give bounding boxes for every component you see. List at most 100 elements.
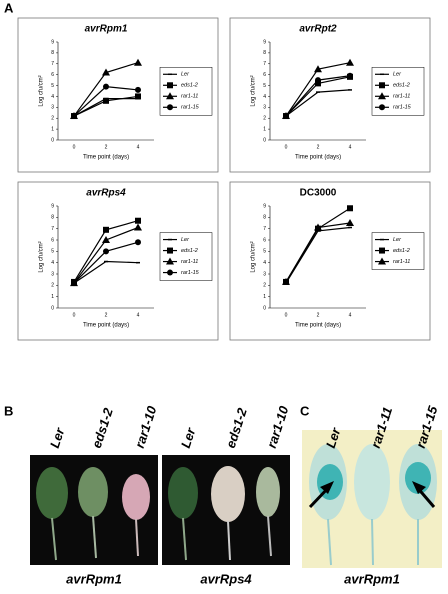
y-tick-label: 7 [263, 226, 266, 232]
x-axis-label: Time point (days) [83, 155, 129, 161]
leaf-label: eds1-2 [223, 405, 250, 450]
chart: avrRpt2 0 1 2 3 4 5 6 7 8 9 0 2 4 Time point (days) Log… [229, 17, 431, 173]
x-tick-label: 4 [349, 144, 352, 150]
chart: DC3000 0 1 2 3 4 5 6 7 8 9 0 2 4 Time point (days) Log … [229, 181, 431, 341]
legend-label: rar1-15 [181, 270, 200, 276]
x-tick-label: 2 [317, 144, 320, 150]
point [167, 269, 173, 276]
point [135, 93, 141, 100]
point [167, 82, 173, 89]
leaf-label: Ler [178, 425, 199, 450]
y-tick-label: 5 [263, 83, 266, 89]
y-tick-label: 8 [51, 215, 54, 221]
x-tick-label: 0 [73, 312, 76, 318]
point [167, 104, 173, 111]
point [282, 277, 290, 285]
y-tick-label: 6 [263, 72, 266, 78]
point [103, 83, 109, 90]
legend-label: rar1-11 [393, 259, 410, 265]
x-tick-label: 4 [137, 312, 140, 318]
y-tick-label: 1 [51, 126, 54, 132]
x-axis-label: Time point (days) [83, 323, 129, 329]
y-tick-label: 9 [51, 203, 54, 209]
y-tick-label: 6 [263, 237, 266, 243]
point [166, 257, 174, 265]
legend-label: eds1-2 [181, 248, 198, 254]
legend-label: rar1-11 [181, 94, 198, 100]
chart-frame [229, 17, 431, 173]
point [134, 58, 142, 66]
chart-title: avrRps4 [86, 188, 126, 199]
point [379, 247, 385, 254]
caption: avrRpm1 [66, 571, 122, 586]
y-axis-label: Log cfu/cm² [251, 75, 257, 106]
y-tick-label: 2 [263, 116, 266, 122]
y-tick-label: 4 [51, 94, 54, 100]
point [103, 226, 109, 233]
point [378, 92, 386, 100]
point [346, 58, 354, 66]
series-line [73, 226, 139, 284]
legend-label: Ler [181, 72, 190, 78]
y-tick-label: 4 [51, 260, 54, 266]
leaf-label: Ler [323, 425, 344, 450]
y-axis-label: Log cfu/cm² [251, 241, 257, 272]
x-tick-label: 2 [105, 144, 108, 150]
point [315, 80, 321, 87]
point [314, 65, 322, 73]
x-tick-label: 2 [317, 312, 320, 318]
y-tick-label: 9 [263, 39, 266, 45]
legend-label: eds1-2 [393, 83, 410, 89]
chart-title: DC3000 [300, 188, 337, 199]
point [314, 223, 322, 231]
y-tick-label: 5 [51, 83, 54, 89]
y-axis-label: Log cfu/cm² [39, 241, 45, 272]
y-tick-label: 3 [51, 105, 54, 111]
y-tick-label: 1 [263, 294, 266, 300]
leaf-label: eds1-2 [89, 405, 116, 450]
y-tick-label: 6 [51, 72, 54, 78]
y-tick-label: 4 [263, 260, 266, 266]
panel-label: A [4, 0, 14, 15]
y-tick-label: 3 [51, 271, 54, 277]
point [346, 219, 354, 226]
x-tick-label: 0 [73, 144, 76, 150]
legend-label: rar1-11 [181, 259, 198, 265]
x-tick-label: 4 [137, 144, 140, 150]
chart-frame [17, 181, 219, 341]
point [378, 257, 386, 265]
y-tick-label: 5 [263, 249, 266, 255]
point [347, 205, 353, 212]
legend-label: Ler [393, 72, 402, 78]
y-tick-label: 0 [51, 137, 54, 143]
point [134, 223, 142, 231]
leaf-label: rar1-10 [264, 403, 292, 450]
leaf-label: rar1-10 [132, 403, 160, 450]
chart-title: avrRpm1 [85, 24, 128, 35]
legend-label: Ler [181, 237, 190, 243]
x-tick-label: 4 [349, 312, 352, 318]
chart: avrRpm1 0 1 2 3 4 5 6 7 8 9 0 2 4 Time point (days) Log… [17, 17, 219, 173]
legend-label: rar1-11 [393, 94, 410, 100]
point [166, 92, 174, 100]
chart: avrRps4 0 1 2 3 4 5 6 7 8 9 0 2 4 Time point (days) Log… [17, 181, 219, 341]
point [167, 247, 173, 254]
caption: avrRpm1 [344, 571, 400, 586]
point [379, 104, 385, 111]
point [379, 82, 385, 89]
y-tick-label: 7 [51, 61, 54, 67]
point [315, 77, 321, 84]
x-tick-label: 0 [285, 144, 288, 150]
x-tick-label: 2 [105, 312, 108, 318]
leaves [36, 466, 280, 561]
y-tick-label: 7 [263, 61, 266, 67]
y-tick-label: 0 [263, 305, 266, 311]
chart-title: avrRpt2 [299, 24, 337, 35]
panel-label: B [4, 403, 13, 418]
y-tick-label: 7 [51, 226, 54, 232]
y-tick-label: 6 [51, 237, 54, 243]
y-tick-label: 9 [51, 39, 54, 45]
point [102, 68, 110, 76]
y-tick-label: 3 [263, 105, 266, 111]
